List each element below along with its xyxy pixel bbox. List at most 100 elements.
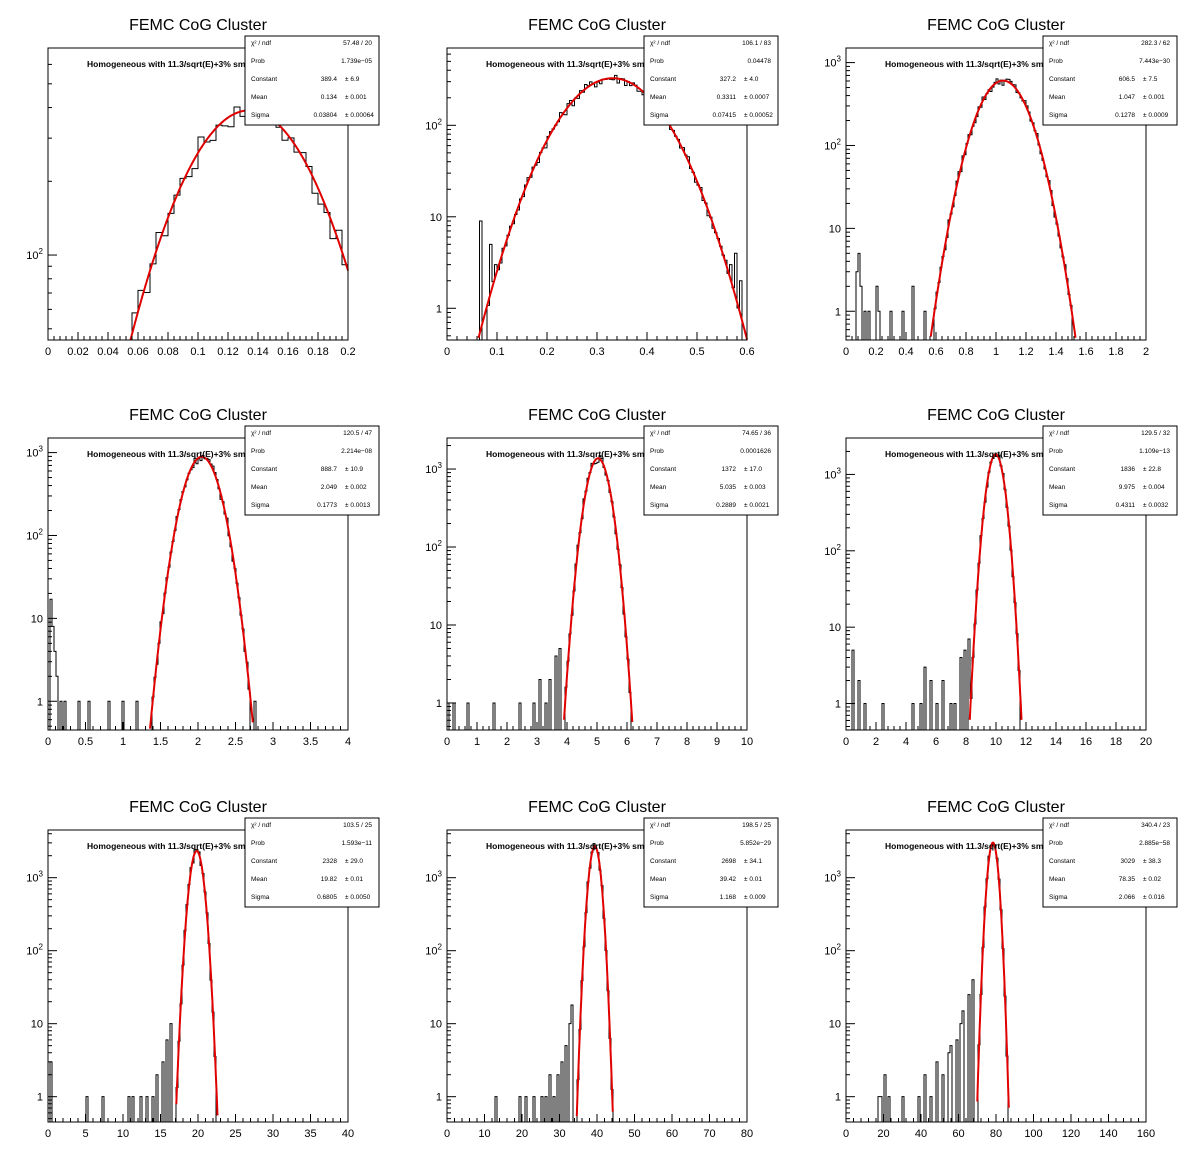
x-tick-label: 4 <box>564 736 570 748</box>
y-tick-exponent: 2 <box>438 539 443 548</box>
y-tick-mantissa: 1 <box>37 696 43 708</box>
x-tick-label: 0.2 <box>868 346 883 358</box>
stat-value: 19.82 <box>321 876 338 883</box>
stat-value: 340.4 / 23 <box>1141 822 1170 829</box>
y-tick-mantissa: 10 <box>425 946 437 958</box>
stat-value: 5.852e−29 <box>740 840 771 847</box>
stat-label: Sigma <box>650 112 669 119</box>
y-tick-exponent: 2 <box>837 543 842 552</box>
stat-box <box>1042 817 1178 908</box>
x-tick-label: 20 <box>516 1128 528 1140</box>
plot-title: FEMC CoG Cluster <box>927 799 1065 816</box>
plot-title: FEMC CoG Cluster <box>129 407 267 424</box>
stat-value: 0.1278 <box>1115 112 1135 119</box>
stat-value: 0.04478 <box>748 58 772 65</box>
x-tick-label: 15 <box>154 1128 166 1140</box>
y-tick-mantissa: 10 <box>425 120 437 132</box>
stat-value: 1.109e−13 <box>1139 448 1170 455</box>
x-tick-label: 50 <box>628 1128 640 1140</box>
x-tick-label: 40 <box>342 1128 354 1140</box>
y-tick-mantissa: 10 <box>829 1019 841 1031</box>
x-tick-label: 0.1 <box>489 346 504 358</box>
stat-error: ± 0.001 <box>345 94 367 101</box>
stat-label: Mean <box>1049 876 1066 883</box>
x-tick-label: 160 <box>1137 1128 1155 1140</box>
stat-value: 198.5 / 25 <box>742 822 771 829</box>
stat-label: Mean <box>650 94 667 101</box>
x-tick-label: 0.06 <box>127 346 148 358</box>
x-tick-label: 1.4 <box>1048 346 1063 358</box>
y-tick-label: 103 <box>26 870 43 885</box>
x-tick-label: 1.2 <box>1018 346 1033 358</box>
stat-value: 1.593e−11 <box>342 840 373 847</box>
y-tick-exponent: 3 <box>837 870 842 879</box>
x-tick-label: 16 <box>1080 736 1092 748</box>
y-tick-label: 103 <box>824 55 841 70</box>
x-tick-label: 1 <box>474 736 480 748</box>
y-tick-exponent: 2 <box>39 527 44 536</box>
y-tick-label: 10 <box>829 1019 841 1031</box>
stat-box <box>1042 35 1178 126</box>
x-tick-label: 40 <box>591 1128 603 1140</box>
stat-box <box>643 35 779 126</box>
x-tick-label: 0.08 <box>157 346 178 358</box>
stat-value: 9.975 <box>1119 484 1136 491</box>
histogram-bars <box>48 102 349 341</box>
x-tick-label: 8 <box>963 736 969 748</box>
y-tick-label: 10 <box>829 622 841 634</box>
stat-label: Mean <box>650 484 667 491</box>
stat-value: 129.5 / 32 <box>1141 430 1170 437</box>
x-tick-label: 6 <box>933 736 939 748</box>
stat-box <box>1042 425 1178 516</box>
gaussian-fit-curve <box>968 453 1023 720</box>
y-tick-label: 1 <box>436 698 442 710</box>
x-tick-label: 1.6 <box>1078 346 1093 358</box>
x-tick-label: 35 <box>304 1128 316 1140</box>
x-tick-label: 25 <box>229 1128 241 1140</box>
x-tick-label: 3 <box>270 736 276 748</box>
stat-error: ± 17.0 <box>744 466 762 473</box>
stat-value: 120.5 / 47 <box>343 430 372 437</box>
stat-label: Sigma <box>251 894 270 901</box>
x-tick-label: 0.04 <box>97 346 118 358</box>
x-tick-label: 70 <box>703 1128 715 1140</box>
stat-value: 1372 <box>722 466 737 473</box>
x-tick-label: 1.8 <box>1108 346 1123 358</box>
stat-label: Prob <box>650 840 664 847</box>
y-tick-label: 1 <box>436 1092 442 1104</box>
stat-label: Constant <box>251 466 277 473</box>
x-tick-label: 0.3 <box>589 346 604 358</box>
x-tick-label: 2 <box>873 736 879 748</box>
stat-value: 103.5 / 25 <box>343 822 372 829</box>
x-tick-label: 0 <box>444 1128 450 1140</box>
stat-label: χ² / ndf <box>1049 430 1069 437</box>
stat-value: 0.07415 <box>713 112 737 119</box>
x-tick-label: 100 <box>1024 1128 1042 1140</box>
y-tick-mantissa: 1 <box>37 1092 43 1104</box>
x-tick-label: 2.5 <box>228 736 243 748</box>
x-tick-label: 3.5 <box>303 736 318 748</box>
stat-error: ± 29.0 <box>345 858 363 865</box>
stat-value: 78.35 <box>1119 876 1136 883</box>
plot-title: FEMC CoG Cluster <box>927 17 1065 34</box>
gaussian-fit-curve <box>175 849 219 1116</box>
y-tick-label: 10 <box>31 613 43 625</box>
stat-label: Mean <box>251 94 268 101</box>
stat-error: ± 6.9 <box>345 76 360 83</box>
plot-title: FEMC CoG Cluster <box>129 799 267 816</box>
stat-error: ± 10.9 <box>345 466 363 473</box>
x-tick-label: 4 <box>345 736 351 748</box>
x-tick-label: 0.16 <box>277 346 298 358</box>
stat-error: ± 0.0009 <box>1143 112 1169 119</box>
x-tick-label: 5 <box>82 1128 88 1140</box>
stat-label: Constant <box>251 858 277 865</box>
stat-error: ± 0.02 <box>1143 876 1161 883</box>
stat-value: 5.035 <box>720 484 737 491</box>
x-tick-label: 0 <box>843 1128 849 1140</box>
gaussian-fit-curve <box>929 79 1077 338</box>
stat-label: Sigma <box>251 502 270 509</box>
stat-label: Sigma <box>650 894 669 901</box>
stat-value: 2.066 <box>1119 894 1136 901</box>
